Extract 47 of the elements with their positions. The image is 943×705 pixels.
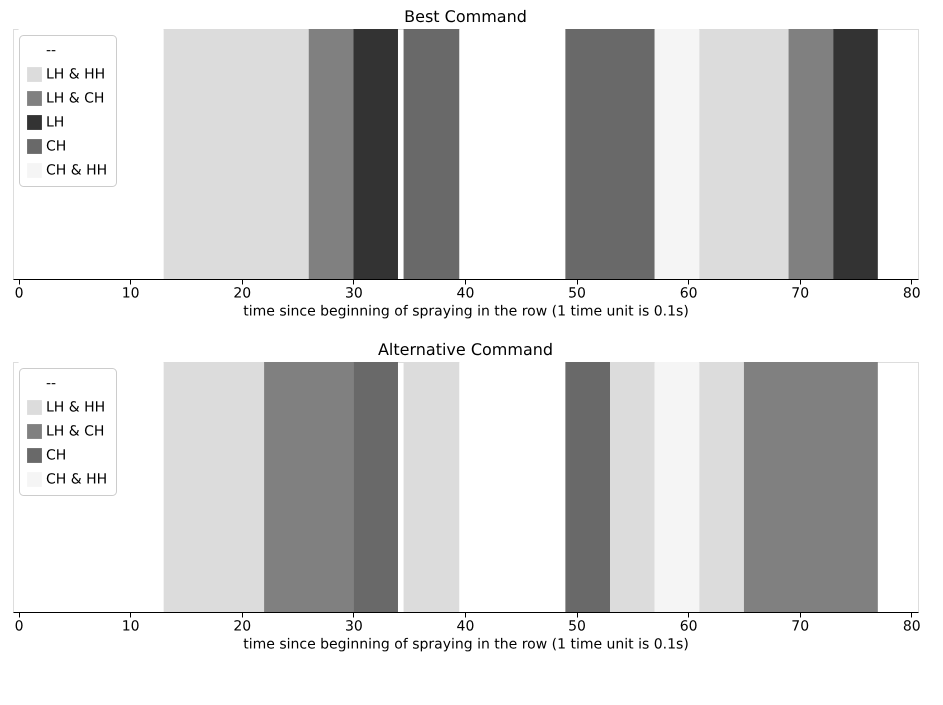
bar bbox=[744, 362, 878, 612]
x-tick-label: 30 bbox=[344, 618, 363, 634]
x-tick-label: 40 bbox=[456, 286, 474, 302]
x-tick-label: 70 bbox=[791, 618, 810, 634]
series-label: -- bbox=[46, 376, 56, 392]
bar bbox=[833, 29, 878, 279]
text: Best Command bbox=[404, 7, 527, 26]
x-tick-label: 40 bbox=[456, 618, 474, 634]
bar bbox=[353, 362, 398, 612]
x-axis-title: time since beginning of spraying in the row (1 time unit is 0.1s) bbox=[243, 636, 689, 652]
legend-label: CH & HH bbox=[46, 162, 108, 178]
x-tick-label: 10 bbox=[122, 618, 140, 634]
legend-label: CH bbox=[46, 138, 66, 154]
x-tick-label: 50 bbox=[568, 286, 586, 302]
x-tick-label: 10 bbox=[122, 286, 140, 302]
bar bbox=[264, 362, 354, 612]
x-axis-title: time since beginning of spraying in the row (1 time unit is 0.1s) bbox=[243, 304, 689, 320]
legend-label: LH & CH bbox=[46, 424, 104, 440]
x-tick-label: 20 bbox=[233, 286, 252, 302]
x-tick-label: 70 bbox=[791, 286, 810, 302]
x-tick-label: 50 bbox=[568, 618, 586, 634]
bar bbox=[308, 29, 354, 279]
x-tick-label: 80 bbox=[902, 286, 921, 302]
legend-label: LH & HH bbox=[46, 66, 106, 82]
x-tick-label: 80 bbox=[902, 618, 921, 634]
bar bbox=[654, 362, 700, 612]
bar bbox=[788, 29, 834, 279]
bar bbox=[610, 362, 655, 612]
bar bbox=[353, 29, 398, 279]
bar bbox=[654, 29, 700, 279]
x-tick-label: 60 bbox=[680, 286, 698, 302]
legend-label: CH bbox=[46, 448, 66, 464]
x-tick-label: 60 bbox=[680, 618, 698, 634]
legend-label: LH & HH bbox=[46, 400, 106, 416]
x-tick-label: 0 bbox=[14, 618, 24, 634]
x-tick-label: 0 bbox=[14, 286, 24, 302]
x-tick-label: 30 bbox=[344, 286, 363, 302]
x-tick-label: 20 bbox=[233, 618, 252, 634]
legend-label: LH bbox=[46, 114, 64, 130]
bar bbox=[699, 29, 789, 279]
bar bbox=[164, 362, 264, 612]
legend-label: CH & HH bbox=[46, 472, 108, 488]
text: Alternative Command bbox=[378, 340, 554, 359]
series-label: -- bbox=[46, 42, 56, 58]
bar bbox=[164, 29, 309, 279]
legend-label: LH & CH bbox=[46, 90, 104, 106]
bar bbox=[699, 362, 744, 612]
